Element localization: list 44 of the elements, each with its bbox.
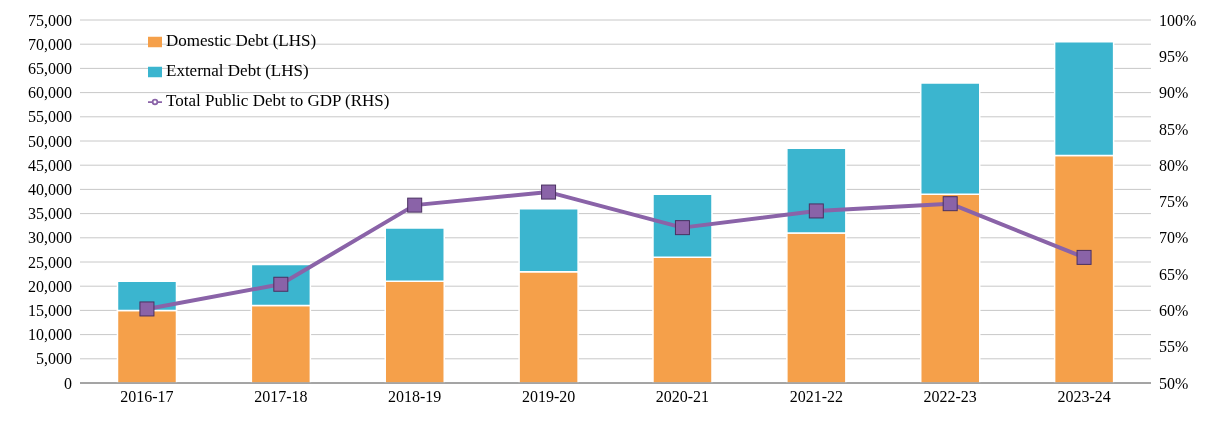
point bbox=[808, 203, 824, 219]
y-tick-label: 10,000 bbox=[28, 326, 72, 344]
y2-tick-label: 90% bbox=[1159, 84, 1189, 102]
y-tick-label: 40,000 bbox=[28, 181, 72, 199]
point bbox=[407, 197, 423, 213]
x-tick-label: 2020-21 bbox=[655, 388, 710, 406]
legend-label: Total Public Debt to GDP (RHS) bbox=[166, 91, 390, 110]
x-tick-label: 2018-19 bbox=[388, 388, 442, 406]
y2-tick-label: 85% bbox=[1159, 120, 1189, 138]
y-tick-label: 60,000 bbox=[28, 84, 72, 102]
y2-tick-label: 75% bbox=[1159, 193, 1189, 211]
y2-tick-label: 70% bbox=[1159, 229, 1189, 247]
y-tick-label: 5,000 bbox=[36, 350, 72, 368]
y2-tick-label: 100% bbox=[1159, 11, 1197, 29]
y-tick-label: 75,000 bbox=[28, 11, 72, 29]
y-tick-label: 50,000 bbox=[28, 132, 72, 150]
point bbox=[942, 196, 958, 212]
x-tick-label: 2023-24 bbox=[1057, 388, 1111, 406]
y-tick-label: 70,000 bbox=[28, 35, 72, 53]
x-tick-label: 2019-20 bbox=[521, 388, 576, 406]
x-tick-label: 2021-22 bbox=[789, 388, 843, 406]
y-tick-label: 30,000 bbox=[28, 229, 72, 247]
y-tick-label: 0 bbox=[64, 374, 72, 392]
y-tick-label: 20,000 bbox=[28, 277, 72, 295]
point bbox=[1076, 249, 1092, 265]
y2-tick-label: 55% bbox=[1159, 338, 1189, 356]
x-tick-label: 2017-18 bbox=[254, 388, 308, 406]
y2-tick-label: 80% bbox=[1159, 156, 1189, 174]
y-tick-label: 45,000 bbox=[28, 156, 72, 174]
x-tick-label: 2022-23 bbox=[923, 388, 977, 406]
y2-tick-label: 50% bbox=[1159, 374, 1189, 392]
y-tick-label: 15,000 bbox=[28, 302, 72, 320]
legend-label: Domestic Debt (LHS) bbox=[166, 31, 317, 50]
y-tick-label: 35,000 bbox=[28, 205, 72, 223]
point bbox=[541, 184, 557, 200]
y-tick-label: 65,000 bbox=[28, 60, 72, 78]
y2-tick-label: 60% bbox=[1159, 302, 1189, 320]
point bbox=[139, 301, 155, 317]
y2-tick-label: 65% bbox=[1159, 265, 1189, 283]
x-tick-label: 2016-17 bbox=[120, 388, 174, 406]
y2-tick-label: 95% bbox=[1159, 47, 1189, 65]
legend-label: External Debt (LHS) bbox=[166, 61, 309, 80]
y-tick-label: 55,000 bbox=[28, 108, 72, 126]
y-tick-label: 25,000 bbox=[28, 253, 72, 271]
